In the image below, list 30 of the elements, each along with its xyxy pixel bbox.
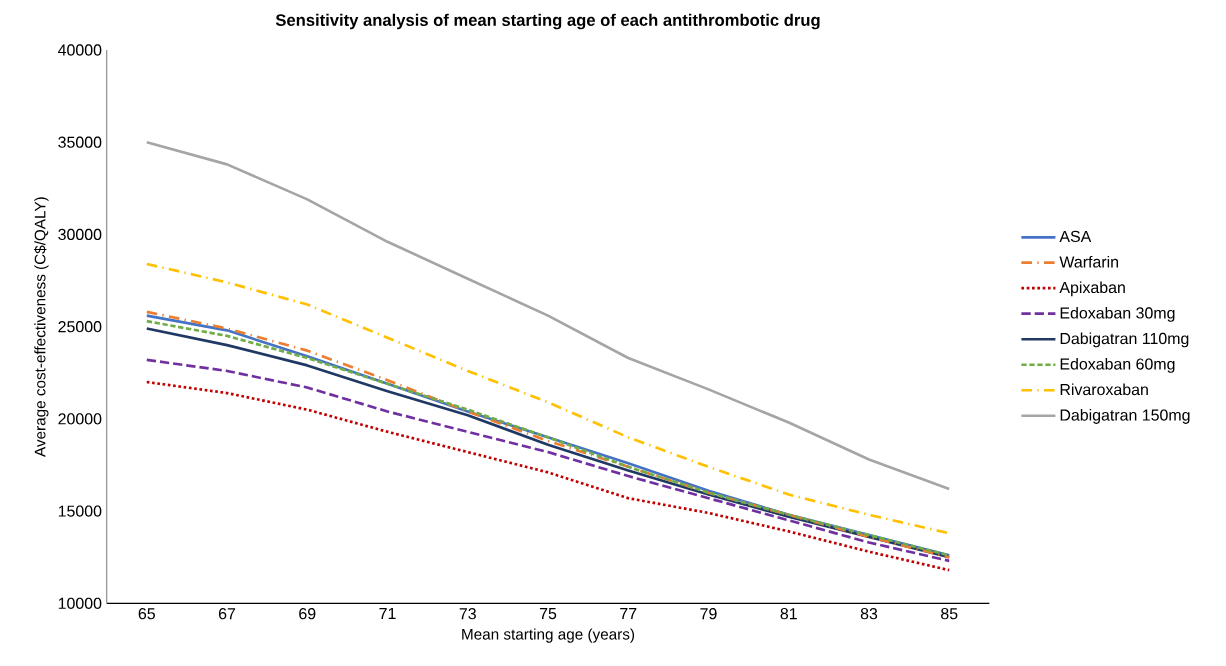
x-tick-label: 69: [299, 608, 316, 620]
y-tick-label: 35000: [58, 136, 102, 148]
x-axis-title: Mean starting age (years): [462, 628, 635, 643]
chart-title: Sensitivity analysis of mean starting age of each antithrombotic drug: [275, 13, 820, 30]
x-tick-label: 75: [539, 608, 557, 620]
x-tick-label: 71: [379, 608, 396, 619]
legend-label: Dabigatran 150mg: [1060, 409, 1190, 424]
legend-label: ASA: [1059, 230, 1092, 243]
y-tick-label: 15000: [58, 505, 102, 517]
x-tick-label: 65: [138, 608, 155, 620]
y-tick-label: 30000: [58, 228, 102, 241]
y-tick-label: 10000: [58, 597, 102, 609]
legend-label: Edoxaban 30mg: [1060, 306, 1175, 322]
legend-label: Warfarin: [1059, 255, 1119, 268]
y-tick-label: 25000: [58, 321, 102, 333]
line-series: [145, 140, 951, 491]
legend-label: Dabigatran 110mg: [1060, 332, 1189, 348]
x-tick-label: 79: [700, 608, 717, 620]
legend-label: Apixaban: [1059, 281, 1125, 297]
y-tick-label: 40000: [58, 44, 102, 56]
x-tick-label: 73: [459, 608, 476, 620]
legend-label: Edoxaban 60mg: [1060, 357, 1175, 373]
y-axis-title: Average cost-effectiveness (C$/QALY): [34, 197, 49, 457]
x-tick-label: 83: [860, 608, 878, 620]
y-tick-label: 20000: [58, 413, 102, 425]
x-tick-label: 81: [780, 608, 797, 620]
x-tick-label: 85: [941, 608, 958, 620]
x-tick-label: 67: [218, 608, 236, 620]
x-tick-label: 77: [620, 608, 637, 619]
legend-label: Rivaroxaban: [1060, 383, 1148, 396]
